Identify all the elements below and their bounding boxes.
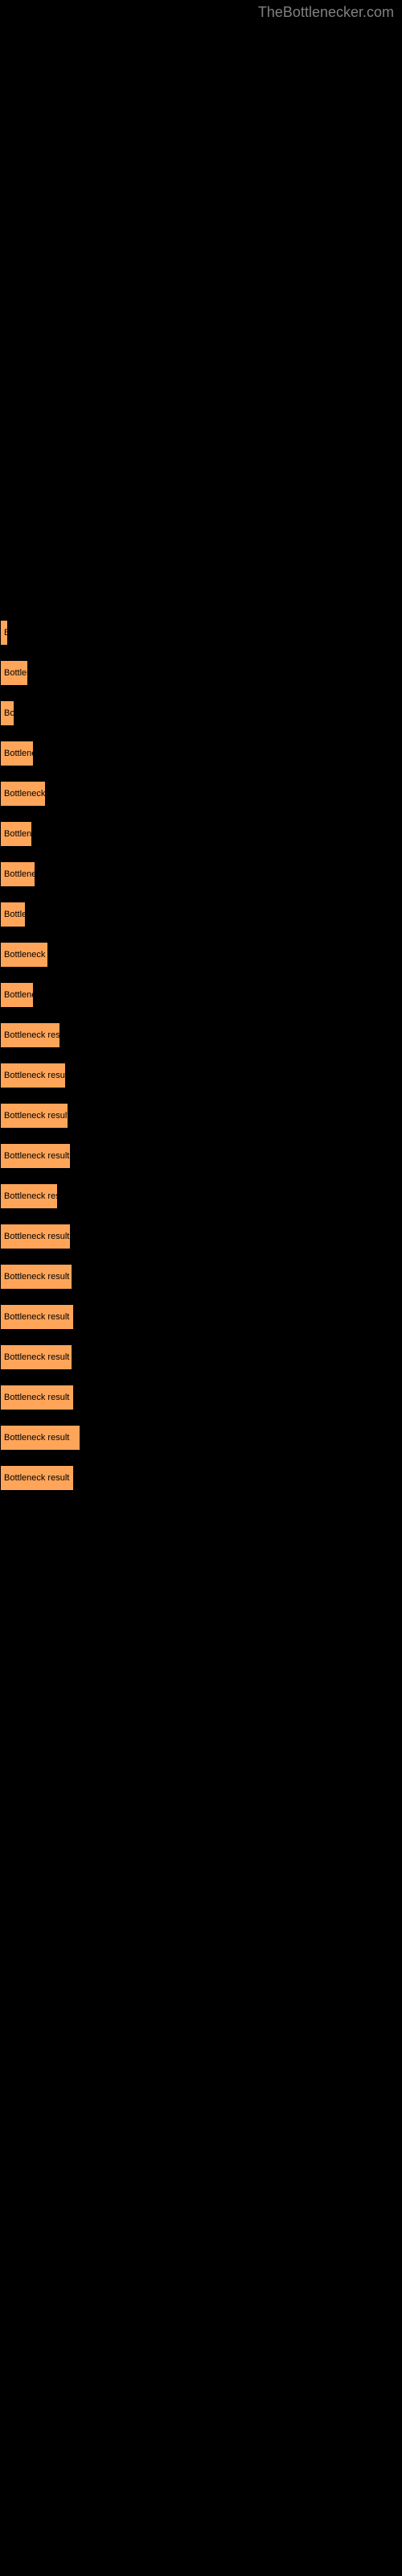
bar-label: Bottleneck result	[4, 1433, 69, 1443]
bar-label: Bottleneck result	[4, 1352, 69, 1362]
bar: Bottle	[0, 902, 26, 927]
bar: Bottleneck result	[0, 1304, 74, 1330]
bar: Bottleneck	[0, 781, 46, 807]
bar-label: Bottleneck result	[4, 1232, 69, 1241]
bar: Bottleneck result	[0, 1465, 74, 1491]
bar: Bottleneck result	[0, 1063, 66, 1088]
bar: Bottleneck result	[0, 1385, 74, 1410]
bar: B	[0, 620, 8, 646]
bar: Bottler	[0, 660, 28, 686]
bar-row: Bottleneck result	[0, 1465, 74, 1491]
bar-row: Bottleneck result	[0, 1224, 71, 1249]
bar-label: B	[4, 628, 10, 638]
bar-row: Bottleneck res	[0, 1183, 58, 1209]
bar-row: Bottleneck resu	[0, 1022, 60, 1048]
bar-row: Bottleneck result	[0, 1264, 72, 1290]
bar: Bottlene	[0, 982, 34, 1008]
bar-label: Bottlenec	[4, 869, 41, 879]
bar: Bottleneck res	[0, 1183, 58, 1209]
bar-label: Bottleneck	[4, 789, 45, 799]
bar-label: Bo	[4, 708, 14, 718]
bar-row: Bottlenec	[0, 861, 35, 887]
bar-label: Bottleneck resu	[4, 1030, 65, 1040]
bar-row: B	[0, 620, 8, 646]
bar: Bo	[0, 700, 14, 726]
bar-label: Bottlene	[4, 749, 36, 758]
bar-row: Bottleneck result	[0, 1063, 66, 1088]
bar-label: Bottleneck result	[4, 1272, 69, 1282]
bar-label: Bottleneck result	[4, 1071, 69, 1080]
bar-row: Bottleneck	[0, 781, 46, 807]
bar: Bottleneck result	[0, 1143, 71, 1169]
bar-row: Bottle	[0, 902, 26, 927]
bar-row: Bottleneck result	[0, 1304, 74, 1330]
bar-label: Bottleneck result	[4, 1312, 69, 1322]
bar-label: Bottleneck r	[4, 950, 51, 960]
bar-label: Bottler	[4, 668, 30, 678]
watermark-text: TheBottlenecker.com	[258, 4, 394, 21]
bar-row: Bottler	[0, 660, 28, 686]
bar: Bottleneck result	[0, 1224, 71, 1249]
bar-row: Bottlene	[0, 741, 34, 766]
bar: Bottleneck result	[0, 1344, 72, 1370]
bar: Bottlenec	[0, 861, 35, 887]
bar: Bottleneck result	[0, 1425, 80, 1451]
bar-label: Bottleneck result	[4, 1473, 69, 1483]
bar-label: Bottleneck result	[4, 1111, 69, 1121]
bar-row: Bottlene	[0, 982, 34, 1008]
bar-label: Bottlene	[4, 990, 36, 1000]
bar-label: Bottlene	[4, 829, 36, 839]
bar-row: Bottleneck result	[0, 1425, 80, 1451]
bar-label: Bottleneck result	[4, 1151, 69, 1161]
bar-row: Bottleneck r	[0, 942, 48, 968]
bar: Bottleneck resu	[0, 1022, 60, 1048]
bar-label: Bottleneck res	[4, 1191, 60, 1201]
bar-row: Bottleneck result	[0, 1103, 68, 1129]
bar-row: Bottleneck result	[0, 1385, 74, 1410]
bar: Bottleneck r	[0, 942, 48, 968]
bar-label: Bottle	[4, 910, 27, 919]
bar-row: Bottleneck result	[0, 1344, 72, 1370]
bar-label: Bottleneck result	[4, 1393, 69, 1402]
bar: Bottlene	[0, 821, 32, 847]
bar-row: Bottlene	[0, 821, 32, 847]
bar: Bottleneck result	[0, 1264, 72, 1290]
bar: Bottlene	[0, 741, 34, 766]
bar-row: Bo	[0, 700, 14, 726]
bar: Bottleneck result	[0, 1103, 68, 1129]
bar-row: Bottleneck result	[0, 1143, 71, 1169]
